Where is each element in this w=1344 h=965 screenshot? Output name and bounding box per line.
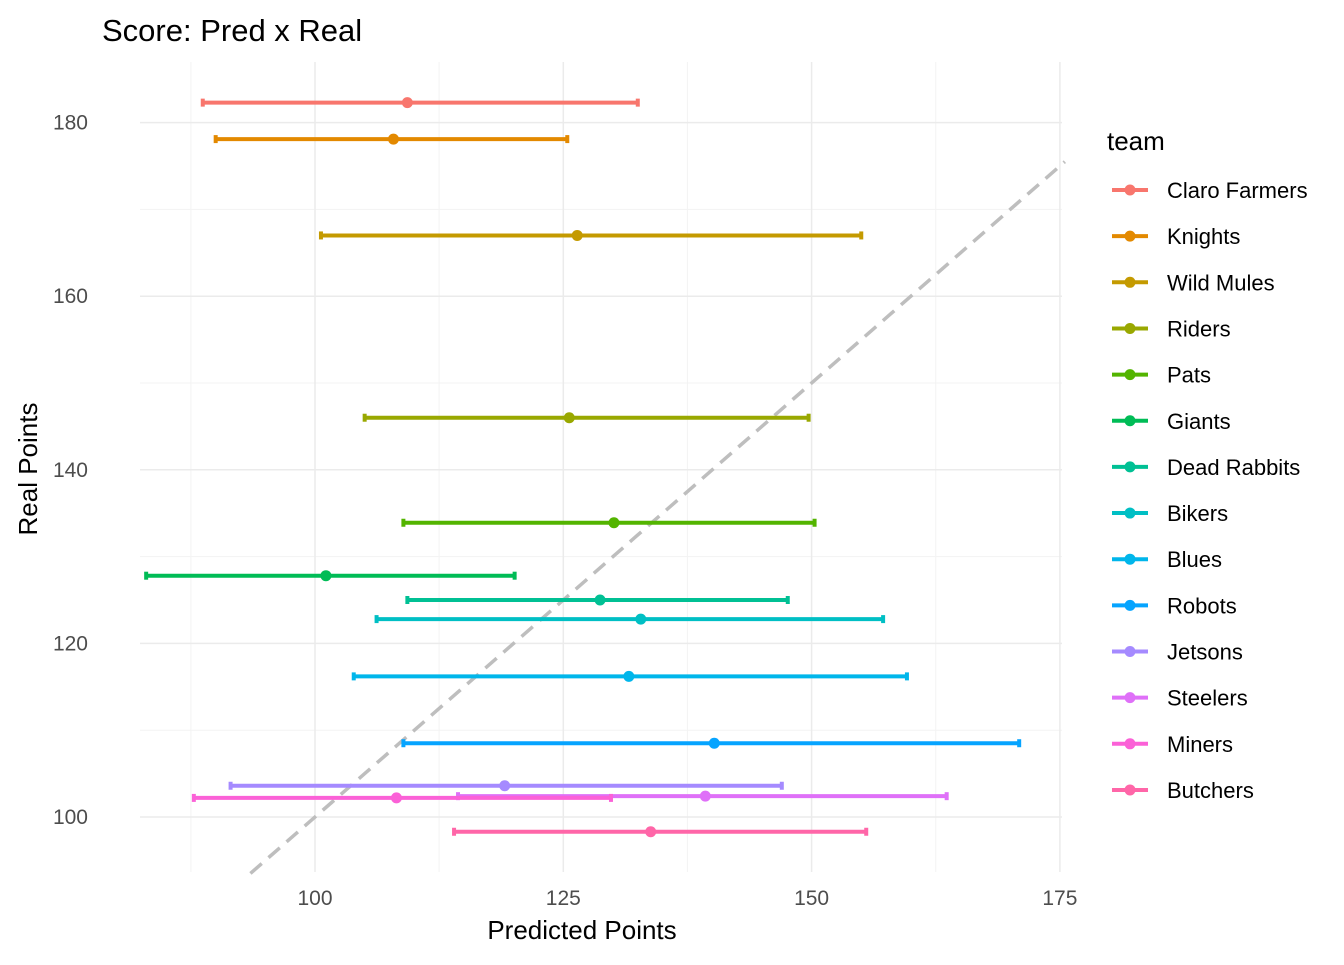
y-tick-label: 120	[53, 632, 88, 655]
legend-key-point	[1124, 322, 1136, 334]
legend-item: Butchers	[1112, 778, 1254, 803]
data-point	[499, 780, 511, 792]
legend-label: Knights	[1167, 224, 1240, 249]
y-tick-label: 140	[53, 459, 88, 482]
series-knights	[213, 133, 570, 145]
legend-key-point	[1124, 230, 1136, 242]
series-jetsons	[228, 780, 784, 792]
legend-label: Butchers	[1167, 778, 1254, 803]
legend-item: Blues	[1112, 547, 1222, 572]
marks	[144, 97, 1022, 838]
legend-label: Giants	[1167, 409, 1231, 434]
data-point	[387, 133, 399, 145]
grid	[140, 62, 1062, 872]
series-pats	[401, 517, 817, 529]
legend-key-point	[1124, 415, 1136, 427]
reference-line-group	[249, 160, 1067, 875]
legend-item: Wild Mules	[1112, 270, 1275, 295]
legend-key-point	[1124, 507, 1136, 519]
data-point	[401, 97, 413, 109]
legend-key-point	[1124, 646, 1136, 657]
data-point	[390, 792, 402, 804]
series-wild-mules	[318, 229, 864, 241]
legend-item: Riders	[1112, 316, 1231, 341]
legend-item: Miners	[1112, 732, 1233, 757]
legend-key-point	[1124, 553, 1136, 565]
legend-item: Knights	[1112, 224, 1240, 249]
legend-key-point	[1124, 184, 1136, 196]
y-axis-ticks: 100 120 140 160 180	[53, 112, 88, 829]
y-tick-label: 160	[53, 285, 88, 308]
legend-title: team	[1107, 126, 1165, 156]
legend-key-point	[1124, 369, 1136, 381]
data-point	[635, 613, 647, 625]
legend-label: Steelers	[1167, 686, 1248, 711]
legend-item: Bikers	[1112, 501, 1228, 526]
legend-key-point	[1124, 738, 1136, 750]
chart-title: Score: Pred x Real	[102, 13, 362, 48]
legend-label: Claro Farmers	[1167, 178, 1308, 203]
legend-item: Steelers	[1112, 686, 1248, 711]
legend-key-point	[1124, 599, 1136, 611]
y-tick-label: 180	[53, 112, 88, 135]
x-axis-label: Predicted Points	[487, 915, 676, 945]
data-point	[320, 570, 332, 582]
series-bikers	[374, 613, 886, 625]
data-point	[623, 670, 635, 682]
data-point	[708, 737, 720, 749]
series-blues	[351, 670, 909, 682]
data-point	[645, 826, 657, 838]
legend: team Claro Farmers Knights Wild Mules Rider…	[1107, 126, 1308, 803]
x-tick-label: 150	[794, 887, 829, 910]
data-point	[571, 229, 583, 241]
x-tick-label: 100	[297, 887, 332, 910]
legend-item: Dead Rabbits	[1112, 455, 1300, 480]
data-point	[594, 594, 606, 606]
legend-key-point	[1124, 276, 1136, 288]
series-riders	[362, 412, 811, 424]
data-point	[699, 790, 711, 802]
legend-key-point	[1124, 784, 1136, 796]
series-giants	[144, 570, 517, 582]
legend-key-point	[1124, 461, 1136, 473]
legend-label: Robots	[1167, 593, 1237, 618]
legend-label: Blues	[1167, 547, 1222, 572]
legend-label: Jetsons	[1167, 640, 1243, 665]
legend-label: Bikers	[1167, 501, 1228, 526]
series-miners	[191, 792, 613, 804]
legend-label: Pats	[1167, 363, 1211, 388]
x-tick-label: 125	[546, 887, 581, 910]
y-axis-label: Real Points	[13, 403, 43, 536]
series-robots	[401, 737, 1022, 749]
legend-item: Robots	[1112, 593, 1237, 618]
data-point	[608, 517, 620, 529]
x-tick-label: 175	[1042, 887, 1077, 910]
y-tick-label: 100	[53, 806, 88, 829]
legend-item: Giants	[1112, 409, 1231, 434]
x-axis-ticks: 100 125 150 175	[297, 887, 1077, 910]
legend-item: Jetsons	[1112, 640, 1243, 665]
legend-label: Dead Rabbits	[1167, 455, 1300, 480]
data-point	[563, 412, 575, 424]
series-dead-rabbits	[405, 594, 790, 606]
legend-item: Pats	[1112, 363, 1211, 388]
identity-reference-line	[249, 160, 1067, 875]
legend-item: Claro Farmers	[1112, 178, 1308, 203]
legend-key-point	[1124, 692, 1136, 704]
series-claro-farmers	[200, 97, 640, 109]
legend-label: Miners	[1167, 732, 1233, 757]
legend-label: Wild Mules	[1167, 270, 1275, 295]
series-butchers	[452, 826, 869, 838]
legend-label: Riders	[1167, 316, 1231, 341]
